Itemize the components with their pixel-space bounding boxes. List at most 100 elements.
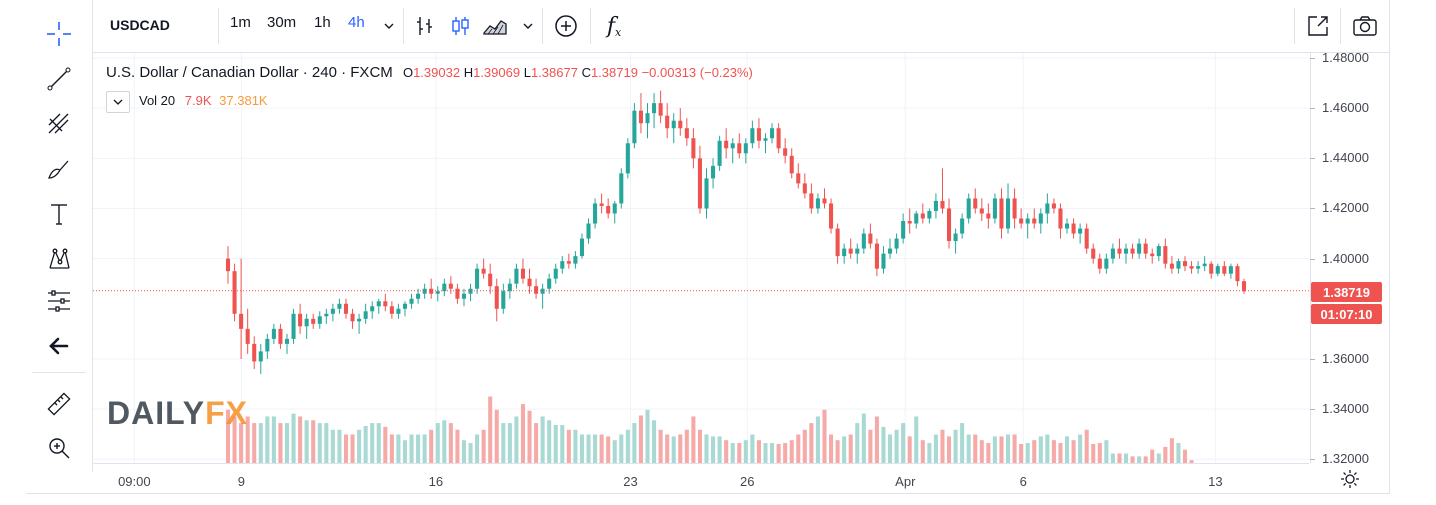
candle-body xyxy=(796,173,801,184)
snapshot-icon[interactable] xyxy=(1351,12,1379,40)
volume-bar xyxy=(979,440,984,463)
volume-bar xyxy=(501,423,506,463)
countdown-tag: 01:07:10 xyxy=(1311,304,1382,324)
time-label: 26 xyxy=(739,474,755,489)
candle-body xyxy=(815,198,820,209)
candle-body xyxy=(566,261,571,264)
left-drawing-toolbar xyxy=(26,0,93,472)
back-arrow-icon[interactable] xyxy=(44,331,74,361)
candle-body xyxy=(298,313,303,327)
candle-body xyxy=(1064,223,1070,229)
volume-bar xyxy=(1156,453,1161,463)
volume-bar xyxy=(888,434,893,463)
text-icon[interactable] xyxy=(44,199,74,229)
candle-body xyxy=(960,218,965,234)
price-tick xyxy=(1310,208,1315,210)
candle-body xyxy=(1163,246,1168,264)
zoom-in-icon[interactable] xyxy=(44,433,74,463)
time-axis[interactable]: 09:00 9 16 23 26 Apr 6 13 xyxy=(93,463,1309,494)
volume-bar xyxy=(599,434,604,463)
candle-body xyxy=(973,198,978,209)
candle-body xyxy=(553,268,558,279)
interval-30m-button[interactable]: 30m xyxy=(267,14,297,31)
candle-body xyxy=(1182,261,1188,267)
bar-style-icon[interactable] xyxy=(411,12,439,40)
volume-bar xyxy=(966,434,971,463)
candle-body xyxy=(1123,248,1129,254)
volume-bar xyxy=(881,426,886,463)
candle-body xyxy=(1156,246,1161,257)
volume-bar xyxy=(645,409,650,463)
settings-icon[interactable] xyxy=(1339,468,1361,490)
volume-bar xyxy=(343,434,349,463)
candle-body xyxy=(756,128,761,141)
volume-bar xyxy=(691,416,696,463)
candle-body xyxy=(507,283,512,292)
fib-icon[interactable] xyxy=(44,109,74,139)
fullscreen-icon[interactable] xyxy=(1304,12,1332,40)
crosshair-icon[interactable] xyxy=(44,19,74,49)
candle-body xyxy=(645,113,650,124)
interval-1h-button[interactable]: 1h xyxy=(314,14,331,31)
candle-body xyxy=(848,248,853,254)
ruler-icon[interactable] xyxy=(44,389,74,419)
candle-body xyxy=(363,311,368,319)
volume-bar xyxy=(494,409,499,463)
candle-body xyxy=(822,198,827,204)
chart-pane[interactable]: DAILYFX xyxy=(93,53,1309,463)
volume-bar xyxy=(534,423,539,463)
interval-1m-button[interactable]: 1m xyxy=(230,14,251,31)
volume-bar xyxy=(593,434,598,463)
volume-bar xyxy=(416,434,421,463)
trendline-icon[interactable] xyxy=(44,64,74,94)
interval-4h-button[interactable]: 4h xyxy=(348,14,365,31)
volume-bar xyxy=(225,409,231,463)
volume-bar xyxy=(992,436,997,463)
candle-body xyxy=(225,258,231,272)
candle-body xyxy=(560,261,565,269)
area-style-icon[interactable] xyxy=(481,12,509,40)
candle-body xyxy=(1143,243,1148,254)
candle-style-icon[interactable] xyxy=(446,12,474,40)
time-label: Apr xyxy=(895,474,916,489)
volume-bar xyxy=(770,443,775,463)
candle-body xyxy=(232,271,237,314)
volume-bar xyxy=(422,434,427,463)
chevron-down-icon[interactable] xyxy=(514,12,542,40)
collapse-legend-button[interactable] xyxy=(106,91,130,113)
symbol-search-button[interactable]: USDCAD xyxy=(110,17,170,33)
candle-body xyxy=(494,286,499,309)
measure-icon[interactable] xyxy=(44,286,74,316)
volume-bar xyxy=(245,416,250,463)
candle-body xyxy=(481,268,486,274)
volume-bar xyxy=(298,416,303,463)
price-axis-labels: 1.48000 1.46000 1.44000 1.42000 1.40000 1.360… xyxy=(1310,50,1389,467)
pattern-icon[interactable] xyxy=(44,244,74,274)
open-label: O xyxy=(402,65,414,80)
price-axis[interactable] xyxy=(1310,53,1390,463)
volume-bar xyxy=(1163,446,1168,463)
candle-body xyxy=(1071,223,1076,234)
candle-body xyxy=(547,278,552,289)
volume-bar xyxy=(383,426,388,463)
candle-body xyxy=(835,228,840,257)
candle-body xyxy=(448,283,453,289)
volume-bar xyxy=(1176,443,1181,463)
candle-body xyxy=(337,303,342,309)
candle-body xyxy=(979,208,984,214)
price-tick xyxy=(1310,358,1315,360)
candle-body xyxy=(1215,266,1220,274)
compare-icon[interactable] xyxy=(552,12,580,40)
volume-bar xyxy=(370,423,375,463)
chevron-down-icon[interactable] xyxy=(375,12,403,40)
candle-body xyxy=(265,338,270,352)
volume-bar xyxy=(671,436,676,463)
candle-body xyxy=(271,328,276,339)
brush-icon[interactable] xyxy=(44,154,74,184)
candlestick-chart xyxy=(93,53,1309,463)
volume-bar xyxy=(940,429,945,463)
candle-body xyxy=(750,128,755,144)
volume-bar xyxy=(1189,460,1194,463)
price-label: 1.32000 xyxy=(1322,451,1369,467)
